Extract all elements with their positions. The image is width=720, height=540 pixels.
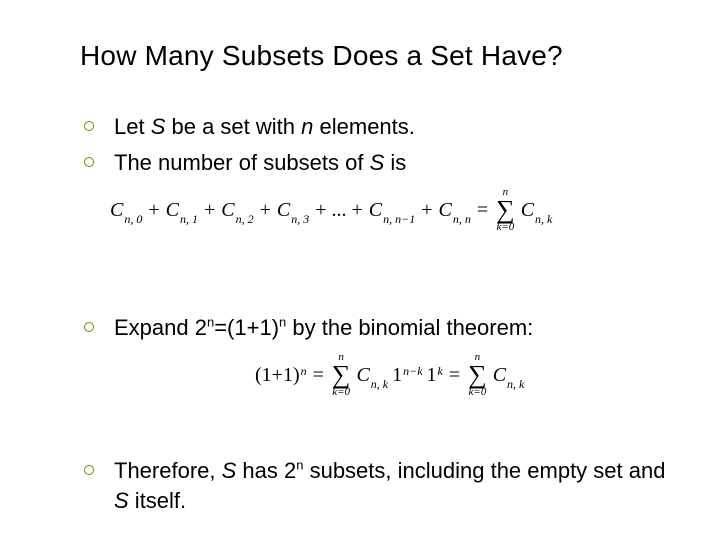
var-s: S	[222, 458, 237, 483]
text: has 2	[236, 458, 296, 483]
slide-title: How Many Subsets Does a Set Have?	[80, 40, 670, 72]
sigma-icon: n ∑ k=0	[332, 352, 351, 397]
text: =(1+1)	[214, 315, 279, 340]
text: subsets, including the empty set and	[303, 458, 665, 483]
text: by the binomial theorem:	[286, 315, 533, 340]
text: elements.	[313, 114, 415, 139]
text: itself.	[129, 488, 186, 513]
var-s: S	[370, 150, 385, 175]
bullet-4: Therefore, S has 2n subsets, including t…	[80, 456, 670, 515]
sigma-icon: n ∑ k=0	[468, 352, 487, 397]
formula-binomial: (1+1)n = n ∑ k=0 Cn, k 1n−k 1k = n ∑ k=0…	[255, 352, 670, 397]
text: be a set with	[165, 114, 301, 139]
bullet-1: Let S be a set with n elements.	[80, 112, 670, 142]
var-s: S	[151, 114, 166, 139]
text: Expand 2	[114, 315, 207, 340]
text: Therefore,	[114, 458, 222, 483]
var-n: n	[301, 114, 313, 139]
bullet-list-3: Therefore, S has 2n subsets, including t…	[80, 456, 670, 515]
bullet-2: The number of subsets of S is	[80, 148, 670, 178]
slide: How Many Subsets Does a Set Have? Let S …	[0, 0, 720, 540]
text: is	[384, 150, 406, 175]
bullet-3: Expand 2n=(1+1)n by the binomial theorem…	[80, 313, 670, 343]
text: The number of subsets of	[114, 150, 370, 175]
formula-subset-sum: Cn, 0 + Cn, 1 + Cn, 2 + Cn, 3 + ... + Cn…	[110, 187, 670, 232]
bullet-list: Let S be a set with n elements. The numb…	[80, 112, 670, 177]
sigma-icon: n ∑ k=0	[496, 187, 515, 232]
bullet-list-2: Expand 2n=(1+1)n by the binomial theorem…	[80, 313, 670, 343]
var-s: S	[114, 488, 129, 513]
text: Let	[114, 114, 151, 139]
